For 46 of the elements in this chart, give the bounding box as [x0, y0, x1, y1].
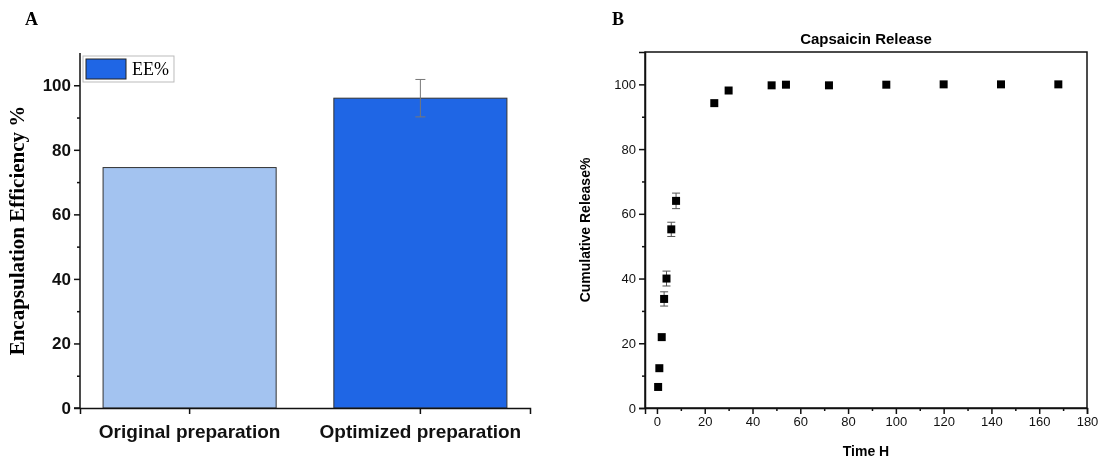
point — [657, 333, 666, 342]
y-tick-label: 80 — [621, 141, 636, 157]
y-tick-label: 60 — [52, 205, 71, 225]
y-tick-label: 20 — [52, 334, 71, 354]
point — [1054, 80, 1063, 89]
x-tick-label: Optimized preparation — [319, 420, 522, 442]
y-tick-label: 60 — [621, 206, 636, 222]
y-tick-label: 20 — [621, 335, 636, 351]
point — [655, 364, 664, 373]
text: A — [25, 9, 38, 29]
point — [667, 225, 676, 234]
y-tick-label: 100 — [42, 76, 71, 96]
x-tick-label: 180 — [1076, 414, 1099, 430]
x-tick-label: 0 — [653, 414, 662, 430]
x-tick-label: 80 — [841, 414, 856, 430]
x-tick-label: Original preparation — [98, 420, 281, 442]
point — [662, 274, 671, 283]
point — [781, 80, 790, 89]
y-tick-label: 80 — [52, 140, 71, 160]
y-tick-label: 40 — [621, 271, 636, 287]
point — [767, 81, 776, 90]
x-tick-label: 20 — [698, 414, 713, 430]
legend-label: EE% — [132, 59, 169, 79]
point — [672, 196, 681, 205]
point — [824, 81, 833, 90]
point — [996, 80, 1005, 89]
y-axis-title: Encapsulation Efficiency % — [5, 105, 29, 356]
point — [724, 86, 733, 95]
y-axis-title: Cumulative Release% — [577, 157, 593, 303]
chart-title: Capsaicin Release — [800, 30, 932, 47]
point — [654, 382, 663, 391]
x-tick-label: 160 — [1028, 414, 1051, 430]
point — [660, 294, 669, 303]
text: B — [612, 9, 625, 29]
x-tick-label: 60 — [793, 414, 809, 430]
x-tick-label: 120 — [933, 414, 955, 430]
y-tick-label: 0 — [628, 400, 636, 416]
x-tick-label: 40 — [745, 414, 761, 430]
y-tick-label: 40 — [52, 269, 71, 289]
x-tick-label: 140 — [981, 414, 1003, 430]
point — [882, 80, 891, 89]
y-tick-label: 100 — [614, 77, 636, 93]
point — [710, 99, 719, 108]
x-tick-label: 100 — [885, 414, 908, 430]
x-axis-title: Time H — [842, 443, 890, 459]
point — [939, 80, 948, 89]
